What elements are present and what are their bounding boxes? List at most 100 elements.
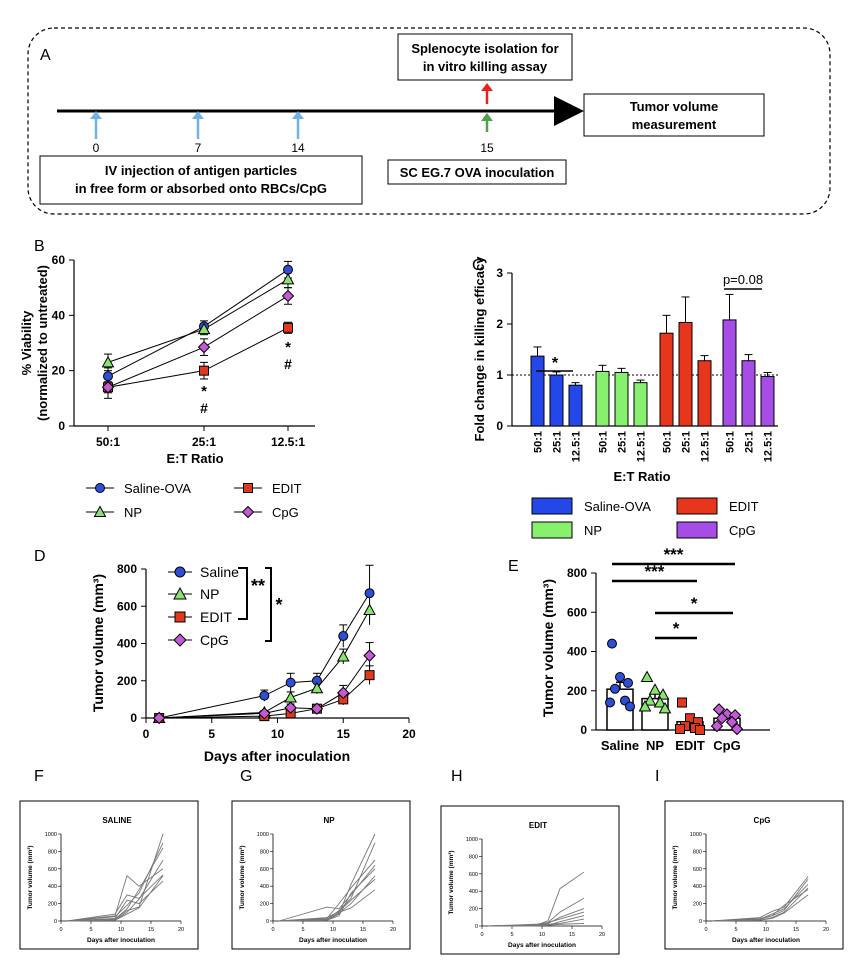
sm-x-axis-label: Days after inoculation xyxy=(508,942,576,949)
b-legend-label-np: NP xyxy=(124,505,142,520)
e-y-axis-label: Tumor volume (mm³) xyxy=(540,579,556,717)
c-pvalue-label: p=0.08 xyxy=(723,272,763,287)
sm-x-axis-label: Days after inoculation xyxy=(87,937,155,944)
e-point-saline xyxy=(610,683,620,694)
d-y-tick-label: 200 xyxy=(117,674,137,688)
injection-arrows xyxy=(90,83,493,139)
c-bar-cpg xyxy=(722,319,737,427)
panel-title-g: NP xyxy=(323,816,335,825)
c-bar-saline-ova xyxy=(568,384,583,427)
d-x-axis-label: Days after inoculation xyxy=(204,748,350,764)
sm-y-tick-label: 800 xyxy=(48,849,57,855)
panel-title-i: CpG xyxy=(754,816,771,825)
sm-y-tick-label: 400 xyxy=(693,884,702,890)
sm-curve-h xyxy=(487,922,585,927)
d-legend-marker-saline xyxy=(174,566,186,578)
e-point-cpg xyxy=(712,703,726,716)
e-y-tick-label: 600 xyxy=(567,605,587,619)
d-legend-label-np: NP xyxy=(200,586,219,602)
sm-y-axis-label: Tumor volume (mm³) xyxy=(239,845,246,909)
c-bar-np xyxy=(595,370,610,427)
e-point-saline xyxy=(623,677,633,688)
d-y-axis-label: Tumor volume (mm³) xyxy=(90,574,106,712)
tumor-measurement-text-2: measurement xyxy=(632,117,717,132)
panel-frame-f xyxy=(19,800,199,950)
sm-curve-g xyxy=(278,878,376,922)
d-series-line-saline xyxy=(159,592,370,719)
sm-y-tick-label: 200 xyxy=(693,902,702,908)
b-legend-marker-np xyxy=(93,505,107,517)
sm-y-tick-label: 600 xyxy=(469,872,478,878)
sm-x-tick-label: 15 xyxy=(360,927,366,933)
d-point-cpg xyxy=(363,649,376,662)
sm-y-tick-label: 1000 xyxy=(466,837,478,843)
c-x-tick-label: 50:1 xyxy=(533,431,545,453)
sm-x-tick-label: 10 xyxy=(118,927,124,933)
sm-y-tick-label: 600 xyxy=(48,867,57,873)
d-point-edit xyxy=(364,670,375,681)
e-y-tick-label: 0 xyxy=(580,723,587,737)
chart-e-tumor-volume: 0 200 400 600 800 Tumor volume (mm³) Saline NP E… xyxy=(540,545,770,753)
sm-x-tick-label: 20 xyxy=(823,927,829,933)
sm-x-tick-label: 5 xyxy=(734,927,737,933)
e-x-tick-label: Saline xyxy=(601,738,639,753)
d-x-tick-label: 0 xyxy=(143,727,150,741)
sm-y-tick-label: 1000 xyxy=(257,832,269,838)
injection-arrowhead-day14 xyxy=(292,111,304,119)
sm-y-axis-label: Tumor volume (mm³) xyxy=(672,845,679,909)
timeline-frame xyxy=(27,27,831,215)
sm-curve-f xyxy=(66,874,164,922)
panel-frame-i xyxy=(664,800,844,950)
sm-y-tick-label: 200 xyxy=(48,902,57,908)
e-point-saline xyxy=(615,672,625,683)
b-point-np xyxy=(197,322,211,335)
c-x-tick-label: 50:1 xyxy=(662,431,674,453)
d-legend-marker-edit xyxy=(174,611,186,623)
b-legend-label-saline-ova: Saline-OVA xyxy=(124,481,191,496)
c-bar-edit xyxy=(697,360,712,427)
c-bar-cpg xyxy=(760,376,775,427)
panel-label-i: I xyxy=(655,768,659,785)
c-x-axis-label: E:T Ratio xyxy=(613,469,670,484)
panel-title-h: EDIT xyxy=(529,821,547,830)
d-legend-label-saline: Saline xyxy=(200,564,239,580)
e-x-tick-label: NP xyxy=(646,738,664,753)
c-legend-swatch-saline-ova xyxy=(531,497,573,515)
b-annotation-hash: # xyxy=(284,356,292,372)
sm-y-tick-label: 200 xyxy=(260,902,269,908)
sm-y-tick-label: 1000 xyxy=(690,832,702,838)
d-legend-label-cpg: CpG xyxy=(200,632,229,648)
b-y-tick-label: 0 xyxy=(58,419,65,433)
d-point-cpg xyxy=(258,707,271,720)
sm-x-tick-label: 15 xyxy=(148,927,154,933)
d-point-saline xyxy=(259,690,270,701)
injection-text-2: in free form or absorbed onto RBCs/CpG xyxy=(75,181,327,196)
sm-curve-h xyxy=(487,911,585,927)
b-y-tick-label: 60 xyxy=(52,253,66,267)
sm-x-tick-label: 5 xyxy=(301,927,304,933)
c-x-tick-label: 12.5:1 xyxy=(763,431,775,462)
splenocyte-text-2: in vitro killing assay xyxy=(423,59,548,74)
c-y-tick-label: 0 xyxy=(496,419,503,433)
d-x-tick-label: 20 xyxy=(402,727,416,741)
e-point-np xyxy=(658,701,672,714)
panel-label-d: D xyxy=(34,548,46,565)
sm-x-tick-label: 0 xyxy=(271,927,274,933)
panel-label-b: B xyxy=(34,238,45,255)
sm-curve-g xyxy=(278,875,376,922)
injection-text-1: IV injection of antigen particles xyxy=(105,163,297,178)
sm-x-tick-label: 15 xyxy=(793,927,799,933)
b-point-cpg xyxy=(197,340,211,354)
c-legend-label-cpg: CpG xyxy=(729,523,756,538)
c-legend-label-edit: EDIT xyxy=(729,499,759,514)
d-y-tick-label: 600 xyxy=(117,599,137,613)
sm-curve-f xyxy=(66,868,164,922)
e-point-cpg xyxy=(725,715,739,729)
c-legend-swatch-cpg xyxy=(676,521,718,539)
b-series-line-edit xyxy=(107,327,289,388)
sm-curve-g xyxy=(278,859,376,922)
b-point-cpg xyxy=(101,381,115,394)
panel-label-a: A xyxy=(40,47,51,64)
sm-y-tick-label: 0 xyxy=(475,924,478,930)
inoculation-arrowhead xyxy=(481,113,493,121)
